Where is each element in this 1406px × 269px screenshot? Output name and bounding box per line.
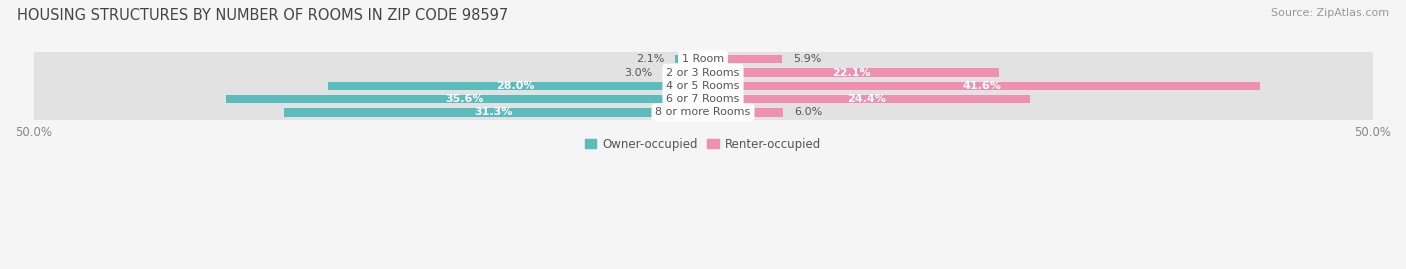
Text: 28.0%: 28.0% xyxy=(496,81,534,91)
Bar xyxy=(34,65,1372,80)
Bar xyxy=(284,108,703,116)
Bar xyxy=(226,95,703,103)
Text: 1 Room: 1 Room xyxy=(682,54,724,64)
Bar xyxy=(703,95,1029,103)
Bar xyxy=(34,52,1372,66)
Text: Source: ZipAtlas.com: Source: ZipAtlas.com xyxy=(1271,8,1389,18)
Text: 35.6%: 35.6% xyxy=(446,94,484,104)
Text: 22.1%: 22.1% xyxy=(831,68,870,77)
Text: 8 or more Rooms: 8 or more Rooms xyxy=(655,107,751,118)
Text: 41.6%: 41.6% xyxy=(962,81,1001,91)
Bar xyxy=(34,105,1372,120)
Bar xyxy=(34,92,1372,106)
Bar xyxy=(703,55,782,63)
Text: 2.1%: 2.1% xyxy=(636,54,664,64)
Bar xyxy=(328,82,703,90)
Bar xyxy=(662,68,703,77)
Text: 6 or 7 Rooms: 6 or 7 Rooms xyxy=(666,94,740,104)
Text: 3.0%: 3.0% xyxy=(624,68,652,77)
Bar xyxy=(675,55,703,63)
Text: 24.4%: 24.4% xyxy=(846,94,886,104)
Bar xyxy=(703,82,1260,90)
Legend: Owner-occupied, Renter-occupied: Owner-occupied, Renter-occupied xyxy=(579,133,827,155)
Text: 2 or 3 Rooms: 2 or 3 Rooms xyxy=(666,68,740,77)
Bar xyxy=(34,79,1372,93)
Text: HOUSING STRUCTURES BY NUMBER OF ROOMS IN ZIP CODE 98597: HOUSING STRUCTURES BY NUMBER OF ROOMS IN… xyxy=(17,8,508,23)
Bar xyxy=(703,68,998,77)
Text: 5.9%: 5.9% xyxy=(793,54,821,64)
Bar xyxy=(703,108,783,116)
Text: 31.3%: 31.3% xyxy=(474,107,513,118)
Text: 4 or 5 Rooms: 4 or 5 Rooms xyxy=(666,81,740,91)
Text: 6.0%: 6.0% xyxy=(794,107,823,118)
